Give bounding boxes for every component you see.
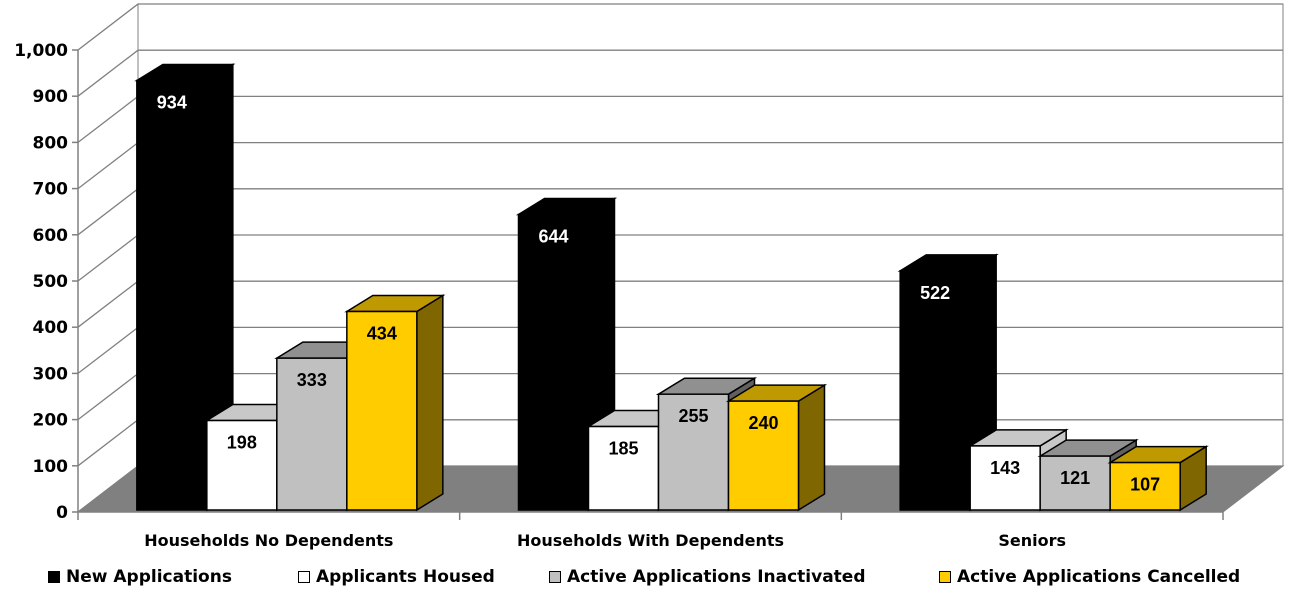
legend-label: Applicants Housed	[316, 567, 495, 587]
y-tick-label: 500	[33, 272, 69, 292]
gridline-side	[77, 234, 139, 282]
bar-side	[797, 383, 826, 512]
y-tick-label: 900	[33, 87, 69, 107]
bar	[346, 310, 418, 511]
gridline-side	[77, 373, 139, 421]
gridline-side	[77, 188, 139, 236]
y-tick-label: 400	[33, 318, 69, 338]
x-category-label: Households No Dependents	[144, 531, 393, 550]
data-label: 644	[538, 226, 568, 246]
y-tick-label: 100	[33, 457, 69, 477]
legend-label: Active Applications Cancelled	[957, 567, 1241, 587]
legend-swatch	[549, 571, 561, 583]
bar-side	[416, 294, 444, 512]
legend-label: Active Applications Inactivated	[567, 567, 866, 587]
legend-item: Applicants Housed	[298, 567, 495, 587]
data-label: 198	[227, 433, 257, 453]
legend-label: New Applications	[66, 567, 232, 587]
data-label: 255	[678, 406, 708, 426]
legend-item: Active Applications Cancelled	[939, 567, 1240, 587]
data-label: 434	[367, 323, 397, 343]
gridline-side	[77, 95, 139, 143]
y-tick-label: 600	[33, 226, 69, 246]
data-label: 143	[990, 458, 1020, 478]
gridline-side	[77, 326, 139, 374]
y-tick-label: 700	[33, 180, 69, 200]
x-category-label: Seniors	[998, 531, 1066, 550]
bar	[969, 445, 1041, 511]
data-label: 121	[1060, 468, 1090, 488]
bar	[206, 419, 278, 511]
data-label: 107	[1130, 475, 1160, 495]
y-tick-label: 1,000	[14, 41, 68, 61]
gridline-side	[77, 3, 139, 51]
bar	[1109, 461, 1181, 511]
y-tick-label: 0	[56, 503, 68, 523]
legend-swatch	[298, 571, 310, 583]
bar	[899, 270, 971, 511]
gridline-side	[77, 142, 139, 190]
data-label: 333	[297, 370, 327, 390]
bar	[657, 393, 730, 511]
legend-item: Active Applications Inactivated	[549, 567, 866, 587]
gridline-side	[77, 280, 139, 328]
y-tick-label: 800	[33, 133, 69, 153]
legend-swatch	[939, 571, 951, 583]
legend-swatch	[48, 571, 60, 583]
bar-chart: 0 100 200 300 400 500 600 700 800 900 1,000 Househo…	[14, 2, 1285, 550]
gridline-side	[77, 419, 139, 467]
data-label: 522	[920, 283, 950, 303]
legend: New Applications Applicants Housed Active …	[0, 567, 1290, 607]
legend-item: New Applications	[48, 567, 232, 587]
y-tick-label: 300	[33, 364, 69, 384]
x-category-label: Households With Dependents	[517, 531, 784, 550]
data-label: 934	[157, 92, 187, 112]
bar	[136, 79, 208, 511]
data-label: 240	[748, 413, 778, 433]
y-tick-label: 200	[33, 411, 69, 431]
gridline-side	[77, 49, 139, 97]
bar	[517, 213, 590, 511]
bar	[587, 425, 660, 511]
bar	[727, 400, 800, 511]
data-label: 185	[608, 439, 638, 459]
